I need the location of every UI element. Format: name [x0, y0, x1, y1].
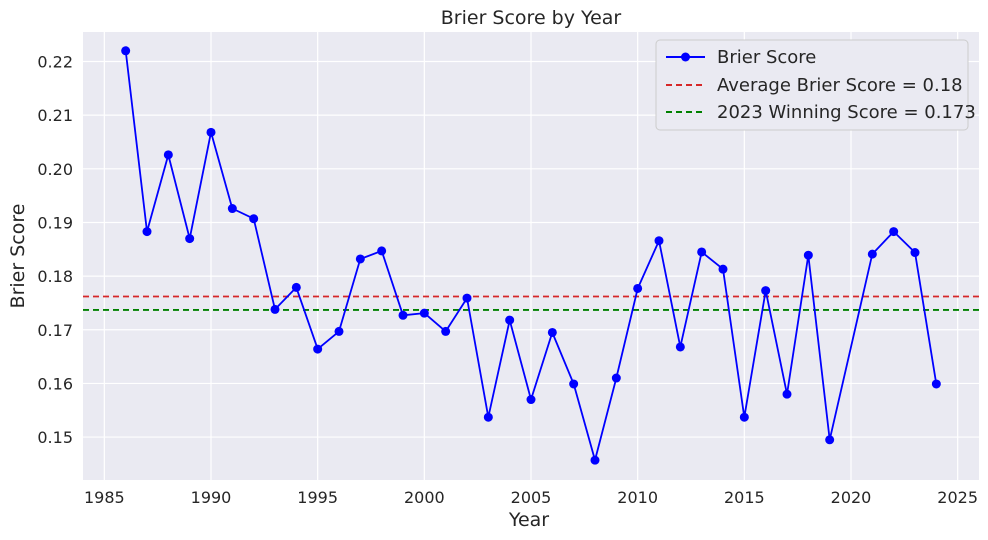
- chart-title: Brier Score by Year: [441, 7, 622, 29]
- data-point: [441, 326, 451, 336]
- legend-series-marker: [681, 52, 690, 62]
- data-point: [355, 254, 365, 264]
- x-tick-label: 2000: [404, 488, 445, 507]
- data-point: [483, 412, 493, 422]
- data-point: [867, 249, 877, 259]
- data-point: [697, 247, 707, 257]
- data-point: [825, 435, 835, 445]
- data-point: [121, 46, 131, 56]
- y-axis-label: Brier Score: [7, 204, 29, 309]
- y-tick-label: 0.20: [37, 160, 73, 179]
- data-point: [398, 310, 408, 320]
- y-tick-label: 0.22: [37, 53, 73, 72]
- data-point: [249, 214, 259, 224]
- y-tick-label: 0.15: [37, 428, 73, 447]
- x-tick-label: 2020: [831, 488, 872, 507]
- series-line: [124, 50, 938, 462]
- data-point: [654, 236, 664, 246]
- x-tick-label: 2025: [937, 488, 978, 507]
- y-tick-label: 0.18: [37, 267, 73, 286]
- data-point: [313, 344, 323, 354]
- data-point: [782, 389, 792, 399]
- data-point: [163, 150, 173, 160]
- x-tick-label: 2015: [724, 488, 765, 507]
- x-tick-label: 1995: [297, 488, 338, 507]
- data-point: [462, 293, 472, 303]
- data-point: [505, 315, 515, 325]
- data-point: [739, 412, 749, 422]
- data-point: [291, 282, 301, 292]
- data-point: [761, 286, 771, 296]
- legend-label-brier-score: Brier Score: [717, 47, 816, 68]
- data-point: [185, 234, 195, 244]
- data-point: [526, 395, 536, 405]
- data-point: [611, 373, 621, 383]
- data-series: [121, 46, 941, 465]
- data-point: [569, 379, 579, 389]
- legend-box: [655, 39, 969, 131]
- y-tick-label: 0.17: [37, 321, 73, 340]
- data-point: [270, 304, 280, 314]
- x-tick-label: 2005: [511, 488, 552, 507]
- legend: Brier Score Average Brier Score = 0.18 2…: [655, 39, 976, 131]
- x-tick-label: 1990: [191, 488, 232, 507]
- data-point: [889, 227, 899, 237]
- x-axis-label: Year: [508, 509, 549, 531]
- data-point: [633, 283, 643, 293]
- x-axis-ticks: 1985 1990 1995 2000 2005 2010 2015 2020 2025: [84, 488, 978, 507]
- data-point: [931, 379, 941, 389]
- legend-label-average: Average Brier Score = 0.18: [717, 75, 963, 96]
- data-point: [718, 264, 728, 274]
- y-tick-label: 0.21: [37, 106, 73, 125]
- data-point: [227, 204, 237, 214]
- data-point: [206, 127, 216, 137]
- data-point: [547, 327, 557, 337]
- y-tick-label: 0.19: [37, 213, 73, 232]
- x-tick-label: 2010: [617, 488, 658, 507]
- data-point: [142, 227, 152, 237]
- data-point: [675, 342, 685, 352]
- x-tick-label: 1985: [84, 488, 125, 507]
- data-point: [377, 246, 387, 256]
- data-point: [419, 308, 429, 318]
- data-point: [910, 248, 920, 258]
- data-point: [590, 455, 600, 465]
- data-point: [803, 250, 813, 260]
- y-tick-label: 0.16: [37, 374, 73, 393]
- legend-label-winning: 2023 Winning Score = 0.173: [717, 102, 976, 123]
- data-point: [334, 326, 344, 336]
- y-axis-ticks: 0.15 0.16 0.17 0.18 0.19 0.20 0.21 0.22: [37, 53, 73, 448]
